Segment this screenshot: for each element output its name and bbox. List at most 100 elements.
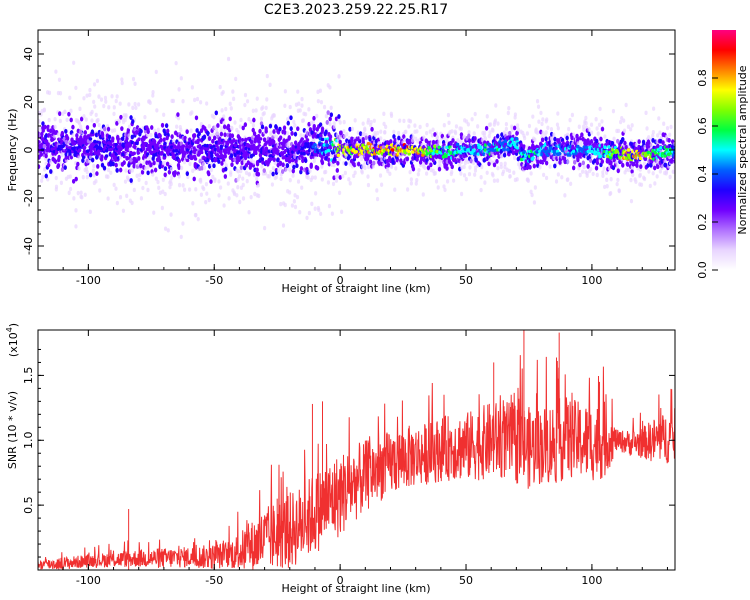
spectrogram-cell bbox=[63, 109, 67, 115]
spectrogram-cell bbox=[308, 168, 312, 174]
spectrogram-cell bbox=[312, 137, 316, 143]
spectrogram-cell bbox=[216, 123, 220, 128]
spectrogram-cell bbox=[647, 135, 651, 140]
spectrogram-cell bbox=[293, 123, 297, 128]
spectrogram-cell bbox=[244, 170, 249, 176]
spectrogram-cell bbox=[414, 181, 418, 186]
spectrogram-cell bbox=[38, 119, 41, 124]
spectrogram-cell bbox=[120, 80, 124, 86]
spectrogram-cell bbox=[642, 176, 647, 182]
spectrogram-cell bbox=[137, 156, 141, 161]
spectrogram-cell bbox=[363, 127, 367, 133]
spectrogram-x-tick-label: -50 bbox=[205, 274, 223, 287]
spectrogram-cell bbox=[544, 136, 548, 142]
spectrogram-ridge-cell bbox=[300, 137, 305, 141]
spectrogram-cell bbox=[58, 111, 62, 117]
spectrogram-ridge-cell bbox=[82, 145, 87, 150]
spectrogram-cell bbox=[53, 116, 57, 122]
spectrogram-cell bbox=[292, 199, 296, 204]
spectrogram-cell bbox=[295, 163, 299, 169]
spectrogram-cell bbox=[283, 130, 287, 135]
spectrogram-cell bbox=[85, 125, 90, 130]
spectrogram-cell bbox=[230, 162, 234, 168]
spectrogram-cell bbox=[318, 122, 323, 128]
spectrogram-cell bbox=[667, 137, 671, 143]
spectrogram-cell bbox=[218, 84, 222, 90]
spectrogram-cell bbox=[129, 157, 133, 163]
spectrogram-cell bbox=[495, 133, 500, 139]
spectrogram-cell bbox=[328, 85, 332, 90]
spectrogram-cell bbox=[459, 132, 464, 138]
spectrogram-cell bbox=[230, 133, 235, 139]
spectrogram-cell bbox=[402, 118, 406, 124]
spectrogram-cell bbox=[252, 117, 256, 123]
spectrogram-cell bbox=[95, 171, 99, 176]
spectrogram-cell bbox=[163, 131, 167, 137]
colorbar-tick-label: 0.0 bbox=[696, 261, 709, 279]
spectrogram-cell bbox=[425, 122, 429, 128]
spectrogram-cell bbox=[85, 158, 90, 164]
spectrogram-cell bbox=[130, 200, 134, 206]
spectrogram-cell bbox=[332, 140, 337, 145]
spectrogram-cell bbox=[229, 106, 233, 111]
spectrogram-cell bbox=[294, 159, 298, 164]
spectrogram-cell bbox=[207, 150, 212, 156]
spectrogram-ridge-cell bbox=[209, 151, 214, 155]
spectrogram-cell bbox=[174, 60, 178, 66]
spectrogram-cell bbox=[495, 159, 499, 164]
spectrogram-cell bbox=[69, 117, 73, 123]
spectrogram-cell bbox=[132, 163, 136, 169]
spectrogram-cell bbox=[41, 174, 45, 180]
spectrogram-cell bbox=[570, 112, 575, 118]
spectrogram-cell bbox=[542, 172, 546, 178]
spectrogram-ridge-cell bbox=[658, 146, 663, 150]
spectrogram-cell bbox=[243, 92, 248, 98]
spectrogram-cell bbox=[60, 167, 65, 172]
spectrogram-cell bbox=[338, 139, 342, 145]
spectrogram-cell bbox=[338, 120, 342, 125]
spectrogram-cell bbox=[67, 111, 71, 117]
spectrogram-ridge-cell bbox=[175, 156, 180, 160]
spectrogram-cell bbox=[647, 169, 651, 174]
spectrogram-cell bbox=[597, 122, 602, 128]
spectrogram-cell bbox=[163, 226, 168, 231]
snr-x-label: Height of straight line (km) bbox=[281, 582, 430, 595]
spectrogram-cell bbox=[473, 168, 478, 173]
spectrogram-cell bbox=[605, 177, 609, 183]
spectrogram-cell bbox=[165, 161, 170, 167]
spectrogram-cell bbox=[239, 185, 244, 190]
spectrogram-cell bbox=[423, 165, 427, 170]
spectrogram-cell bbox=[41, 121, 45, 126]
spectrogram-cell bbox=[293, 193, 297, 198]
spectrogram-ridge-cell bbox=[197, 138, 201, 142]
spectrogram-cell bbox=[223, 132, 227, 138]
spectrogram-cell bbox=[523, 135, 527, 141]
spectrogram-cell bbox=[316, 205, 320, 211]
spectrogram-cell bbox=[255, 176, 259, 182]
spectrogram-cell bbox=[337, 190, 342, 196]
spectrogram-cell bbox=[375, 188, 379, 193]
spectrogram-cell bbox=[584, 121, 588, 126]
spectrogram-cell bbox=[209, 167, 213, 173]
spectrogram-cell bbox=[668, 174, 672, 180]
spectrogram-cell bbox=[366, 156, 370, 162]
spectrogram-cell bbox=[237, 174, 242, 179]
spectrogram-cell bbox=[473, 172, 477, 177]
spectrogram-ridge-cell bbox=[584, 145, 589, 150]
spectrogram-cell bbox=[459, 153, 463, 159]
spectrogram-cell bbox=[212, 163, 216, 169]
spectrogram-cell bbox=[279, 201, 283, 207]
spectrogram-cell bbox=[182, 187, 187, 192]
spectrogram-ridge-cell bbox=[390, 148, 395, 152]
spectrogram-ridge-cell bbox=[336, 153, 341, 158]
spectrogram-cell bbox=[554, 179, 559, 184]
spectrogram-cell bbox=[330, 162, 334, 167]
spectrogram-cell bbox=[247, 210, 251, 215]
spectrogram-cell bbox=[576, 140, 580, 146]
spectrogram-cell bbox=[516, 127, 520, 132]
spectrogram-cell bbox=[235, 193, 239, 198]
spectrogram-cell bbox=[250, 158, 254, 163]
spectrogram-cell bbox=[621, 137, 625, 142]
spectrogram-cell bbox=[531, 136, 536, 141]
spectrogram-cell bbox=[206, 170, 210, 176]
